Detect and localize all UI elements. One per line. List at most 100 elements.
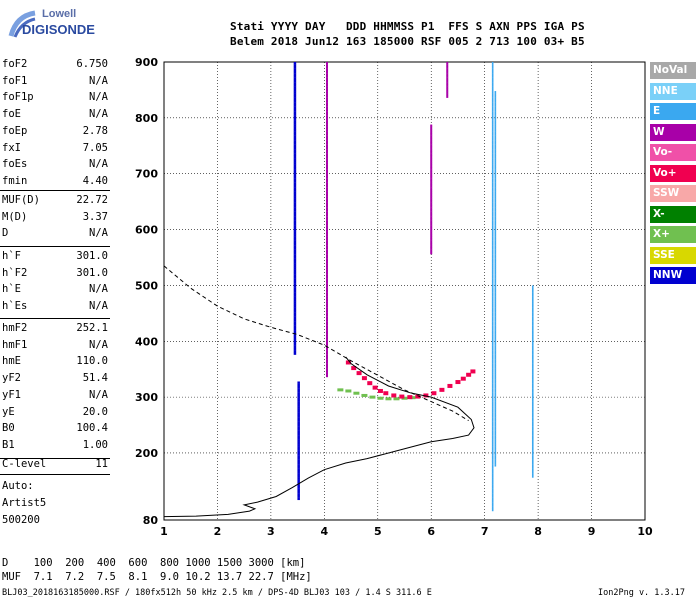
echo-mark-nnw	[293, 158, 297, 161]
echo-mark-nnw	[297, 497, 300, 501]
echo-mark-w	[430, 153, 433, 156]
param-row-params_a-1: foF1 N/A	[2, 75, 108, 89]
echo-mark-e	[491, 77, 494, 81]
echo-mark-w	[326, 321, 329, 324]
echo-mark-e	[491, 394, 494, 398]
param-value: 51.4	[82, 372, 108, 385]
echo-mark-nnw	[293, 280, 297, 284]
echo-mark-e	[531, 408, 534, 411]
echo-mark-e	[531, 448, 534, 451]
param-name: h`F2	[2, 266, 28, 279]
echo-mark-e	[494, 251, 497, 255]
echo-mark-e	[491, 211, 494, 215]
echo-mark-vo-plus	[455, 380, 461, 385]
echo-mark-e	[494, 432, 497, 436]
echo-mark-e	[491, 459, 494, 463]
echo-mark-e	[494, 242, 497, 246]
echo-mark-e	[491, 470, 494, 474]
echo-mark-e	[494, 144, 497, 148]
echo-mark-e	[491, 464, 494, 467]
echo-mark-x-plus	[353, 391, 360, 395]
echo-mark-e	[494, 280, 497, 284]
echo-mark-w	[326, 316, 329, 320]
param-row-params_d-4: yF1 N/A	[2, 389, 108, 403]
echo-mark-e	[494, 372, 497, 375]
echo-mark-e	[494, 97, 497, 101]
echo-mark-w	[430, 251, 433, 255]
echo-mark-e	[491, 187, 494, 190]
echo-mark-w	[430, 142, 433, 145]
echo-mark-e	[531, 318, 534, 322]
echo-mark-e	[494, 439, 497, 442]
echo-mark-nnw	[293, 66, 297, 69]
echo-mark-nnw	[293, 258, 297, 262]
param-name: foEp	[2, 124, 28, 137]
echo-mark-nnw	[293, 153, 297, 156]
echo-mark-nnw	[293, 303, 297, 306]
echo-mark-e	[494, 256, 497, 259]
echo-mark-e	[494, 93, 497, 96]
echo-mark-e	[494, 229, 497, 232]
echo-mark-e	[491, 209, 494, 212]
echo-mark-w	[326, 66, 329, 69]
echo-mark-e	[531, 368, 534, 371]
echo-mark-e	[491, 368, 494, 371]
echo-mark-nnw	[297, 444, 300, 447]
param-row-params_d-1: hmF1 N/A	[2, 339, 108, 353]
echo-mark-e	[494, 274, 497, 277]
echo-mark-nnw	[293, 86, 297, 89]
echo-mark-w	[326, 303, 329, 306]
echo-mark-e	[491, 448, 494, 451]
echo-mark-vo-plus	[367, 381, 373, 386]
echo-mark-e	[494, 227, 497, 230]
echo-mark-e	[491, 173, 494, 177]
echo-mark-nnw	[293, 325, 297, 329]
echo-mark-e	[494, 146, 497, 150]
echo-mark-e	[531, 334, 534, 337]
echo-mark-e	[491, 316, 494, 320]
echo-mark-e	[494, 169, 497, 172]
echo-mark-nnw	[293, 229, 297, 232]
echo-mark-vo-plus	[372, 385, 378, 390]
echo-mark-e	[531, 305, 534, 308]
echo-mark-w	[326, 258, 329, 262]
echo-mark-e	[494, 245, 497, 248]
echo-mark-e	[491, 213, 494, 217]
echo-mark-w	[430, 198, 433, 201]
echo-mark-e	[491, 189, 494, 192]
echo-mark-e	[491, 231, 494, 235]
echo-mark-e	[494, 283, 497, 286]
param-name: D	[2, 227, 9, 240]
echo-mark-e	[531, 350, 534, 353]
y-tick-label: 700	[135, 168, 158, 181]
echo-mark-e	[491, 70, 494, 74]
echo-mark-e	[491, 64, 494, 67]
echo-mark-e	[531, 383, 534, 387]
echo-mark-nnw	[297, 412, 300, 416]
echo-mark-e	[491, 312, 494, 315]
echo-mark-w	[326, 91, 329, 94]
echo-mark-e	[494, 137, 497, 141]
echo-mark-e	[494, 383, 497, 387]
echo-mark-w	[326, 269, 329, 273]
echo-mark-w	[430, 140, 433, 143]
echo-mark-nnw	[293, 347, 297, 351]
echo-mark-e	[491, 93, 494, 96]
echo-mark-e	[491, 88, 494, 92]
echo-mark-w	[326, 287, 329, 291]
echo-mark-w	[326, 220, 329, 224]
param-value: 7.05	[82, 141, 108, 154]
echo-mark-e	[494, 370, 497, 373]
echo-mark-e	[494, 379, 497, 382]
echo-mark-w	[446, 64, 449, 67]
param-name: MUF(D)	[2, 194, 40, 206]
echo-mark-e	[494, 350, 497, 353]
echo-mark-w	[430, 149, 433, 152]
echo-mark-e	[494, 117, 497, 121]
y-tick-label: 400	[135, 335, 158, 348]
echo-mark-nnw	[293, 140, 297, 143]
echo-mark-e	[531, 439, 534, 442]
echo-mark-e	[491, 468, 494, 472]
echo-mark-nnw	[293, 88, 297, 92]
echo-mark-e	[494, 361, 497, 364]
